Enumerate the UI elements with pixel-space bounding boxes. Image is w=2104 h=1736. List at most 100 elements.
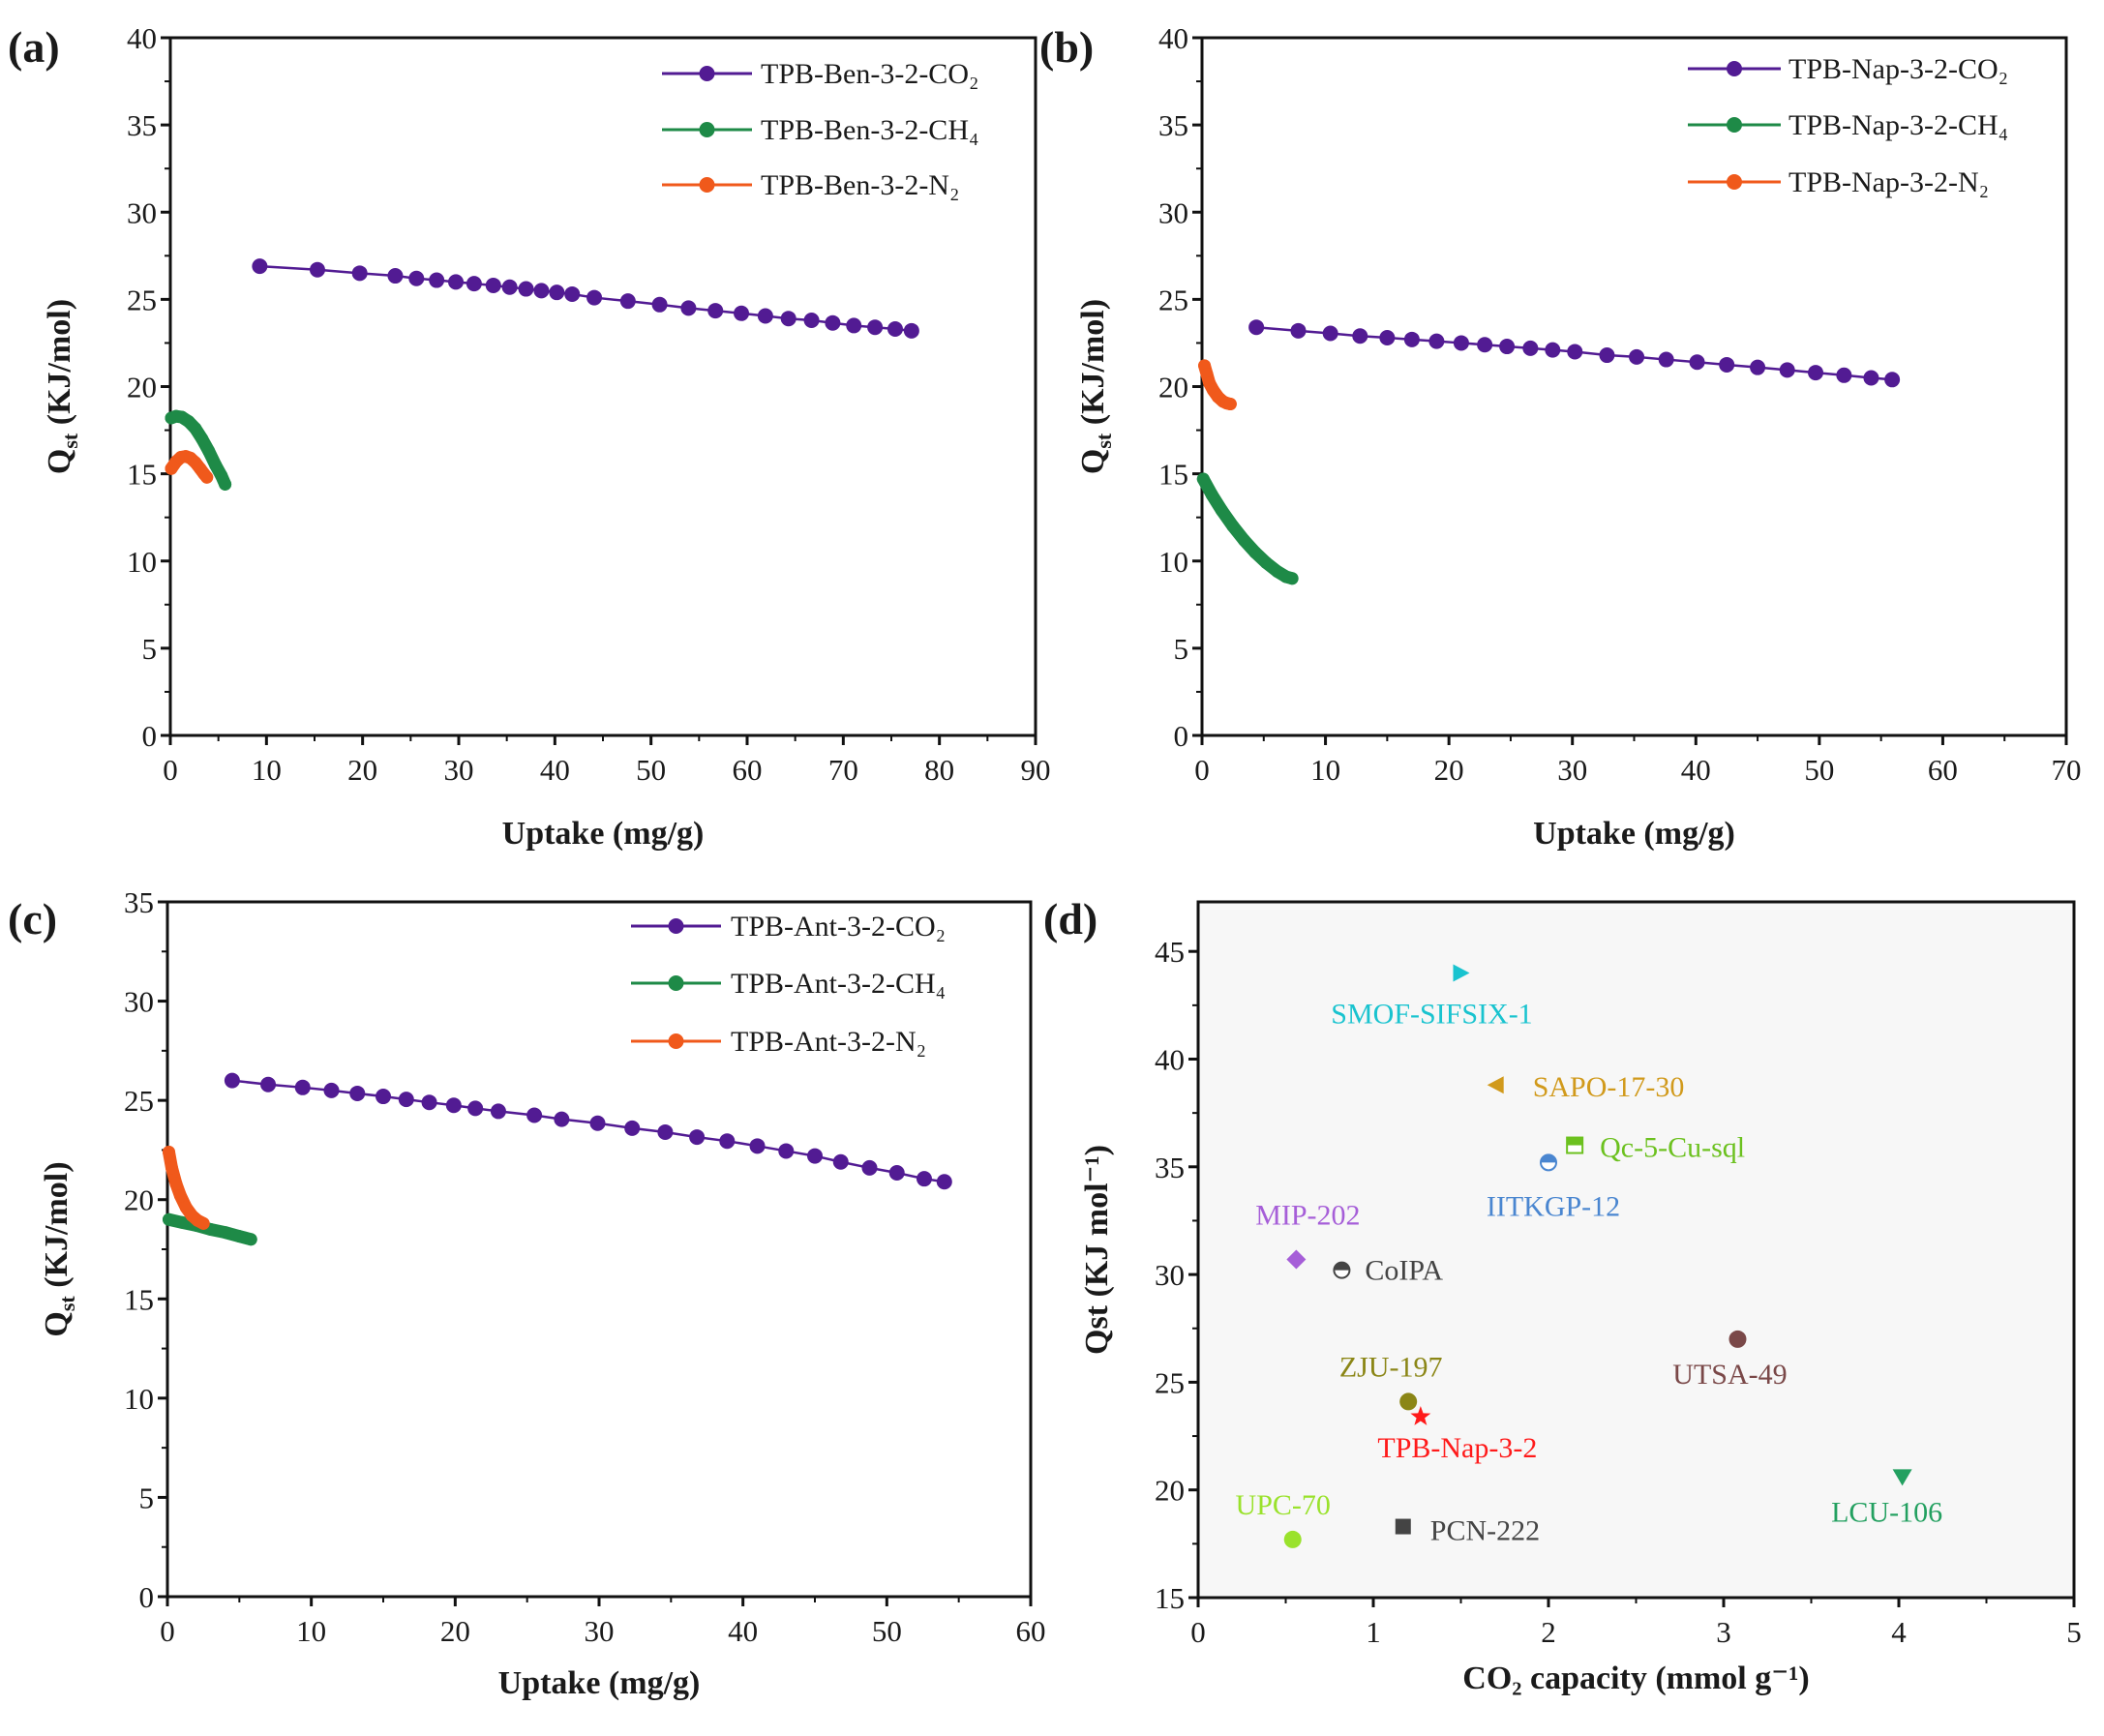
y-axis-title: Qst (KJ/mol) [39,1161,79,1336]
data-point [218,1226,231,1240]
x-tick-label: 50 [872,1614,902,1648]
legend-label: TPB-Nap-3-2-N₂ [1788,166,1989,198]
data-point [1226,520,1240,533]
y-tick-label: 35 [1158,108,1188,142]
data-point [387,268,404,284]
x-tick-label: 40 [728,1614,758,1648]
legend-label: TPB-Ben-3-2-CO₂ [761,58,978,90]
data-point [586,289,603,306]
data-point [1719,356,1735,373]
data-point [807,1148,823,1164]
data-point [165,1161,178,1175]
scatter-point: PCN-222 [1395,1515,1540,1547]
panel-a: (a) 0 10 20 30 40 50 60 70 80 90 0 5 10 15 20 25 30 35 40 Up… [8,21,1051,852]
data-point [1863,370,1879,386]
data-point [202,444,216,458]
data-point [448,274,465,290]
data-point [445,1097,462,1114]
y-tick-label: 5 [142,632,158,666]
series-ch4 [162,1212,257,1246]
x-tick-label: 4 [1891,1615,1907,1649]
data-point [252,258,268,275]
x-tick-label: 0 [160,1614,175,1648]
y-tick-label: 10 [127,545,157,579]
triangle-left-marker [1487,1076,1504,1094]
data-point [1836,367,1852,383]
y-axis-title-main: Q [1075,449,1111,474]
point-label: Qc-5-Cu-sql [1600,1132,1745,1164]
data-point [1248,546,1262,559]
triangle-right-marker [1453,964,1470,982]
y-tick-label: 20 [124,1183,154,1217]
scatter-point: IITKGP-12 [1487,1153,1620,1222]
data-point [1285,572,1299,585]
plot-frame [1200,36,2068,737]
data-point [832,1153,849,1170]
y-axis-title-main: Q [42,449,77,474]
legend-label: TPB-Nap-3-2-CO₂ [1788,53,2008,85]
data-point [1599,347,1615,364]
data-point [162,1212,175,1226]
y-tick-label: 35 [127,108,157,142]
data-point [734,305,750,321]
data-point [173,1189,187,1203]
data-point [1567,344,1583,360]
y-axis-title-rest: (KJ/mol) [1075,299,1111,434]
data-point [224,1072,240,1089]
x-tick-label: 60 [1928,753,1958,787]
point-label: IITKGP-12 [1487,1190,1620,1222]
data-point [1884,372,1901,388]
data-point [549,284,565,301]
series-ch4 [165,409,232,491]
series-ch4 [1196,472,1299,585]
circle-marker [1399,1392,1418,1411]
y-tick-label: 25 [127,283,157,316]
data-point [680,300,697,316]
point-label: CoIPA [1365,1255,1443,1287]
x-tick-label: 20 [347,753,377,787]
x-tick-label: 50 [636,753,666,787]
scatter-point: UPC-70 [1236,1489,1331,1548]
point-label: SMOF-SIFSIX-1 [1331,998,1532,1030]
data-point [490,1103,506,1120]
y-tick-label: 15 [124,1282,154,1316]
y-tick-label: 0 [142,719,158,753]
data-point [1259,556,1273,570]
data-point [1223,398,1237,411]
data-point [916,1171,932,1187]
plot-frame [165,900,1033,1599]
data-point [189,422,202,435]
data-point [1352,328,1368,344]
x-tick-label: 60 [733,753,763,787]
legend-marker [668,918,684,934]
y-tick-label: 40 [127,21,157,55]
data-point [351,265,368,282]
y-tick-label: 25 [124,1084,154,1118]
data-point [309,261,325,278]
y-tick-label: 15 [1158,458,1188,492]
data-point [349,1085,366,1101]
point-label: TPB-Nap-3-2 [1377,1432,1537,1464]
data-point [200,470,214,484]
y-tick-label: 40 [1155,1042,1185,1076]
legend-marker [1727,174,1742,190]
data-point [1477,337,1493,353]
x-tick-label: 20 [1434,753,1464,787]
data-point [780,311,797,327]
legend-marker [699,177,715,193]
x-tick-label: 10 [296,1614,326,1648]
data-point [651,296,668,313]
scatter-point: TPB-Nap-3-2 [1377,1406,1537,1464]
y-tick-label: 30 [1158,195,1188,229]
x-tick-label: 60 [1016,1614,1046,1648]
data-point [323,1082,340,1098]
data-point [294,1079,311,1095]
x-tick-label: 2 [1541,1615,1556,1649]
x-tick-label: 1 [1366,1615,1381,1649]
x-tick-label: 30 [444,753,474,787]
point-label: UPC-70 [1236,1489,1331,1521]
data-point [554,1111,570,1127]
x-tick-label: 0 [1190,1615,1206,1649]
